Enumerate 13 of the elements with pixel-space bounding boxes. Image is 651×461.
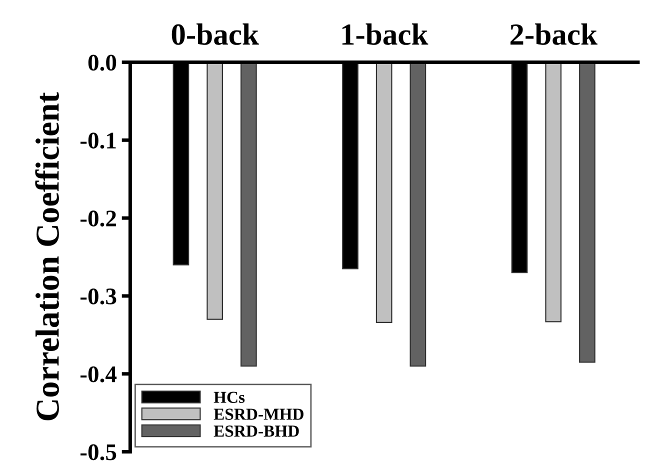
y-tick-label: -0.4 — [80, 366, 117, 382]
y-tick-label: -0.1 — [80, 132, 116, 149]
x-tick-label: 0-back — [172, 23, 259, 45]
legend-label: HCs — [214, 392, 245, 403]
y-tick-label: -0.3 — [80, 288, 116, 304]
legend-label: ESRD-BHD — [214, 426, 299, 437]
legend-label: ESRD-MHD — [214, 408, 304, 420]
y-tick-label: -0.5 — [80, 444, 116, 460]
x-tick-label: 2-back — [510, 23, 598, 45]
y-axis-title: Correlation Coefficient — [35, 92, 59, 420]
y-tick-label: 0.0 — [88, 54, 116, 71]
x-tick-label: 1-back — [342, 23, 428, 45]
y-tick-label: -0.2 — [80, 210, 116, 227]
